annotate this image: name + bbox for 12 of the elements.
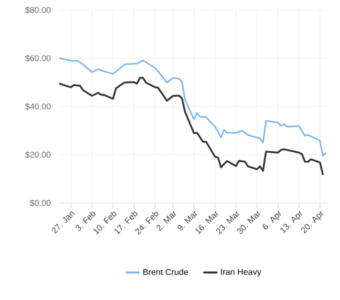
y-tick-label: $40.00 [25, 103, 51, 110]
y-tick-label: $80.00 [25, 6, 51, 14]
x-tick-label: 27. Jan [52, 212, 75, 234]
legend-label: Brent Crude [143, 268, 188, 275]
y-tick-label: $60.00 [25, 54, 51, 62]
x-tick-label: 20. Apr [301, 210, 324, 234]
y-tick-label: $20.00 [25, 151, 51, 158]
x-tick-label: 13. Apr [280, 210, 302, 234]
y-tick-label: $0.00 [30, 200, 51, 206]
legend-label: Iran Heavy [221, 268, 262, 277]
x-tick-label: 9. Mar [178, 210, 198, 230]
x-tick-label: 6. Apr [262, 210, 282, 230]
